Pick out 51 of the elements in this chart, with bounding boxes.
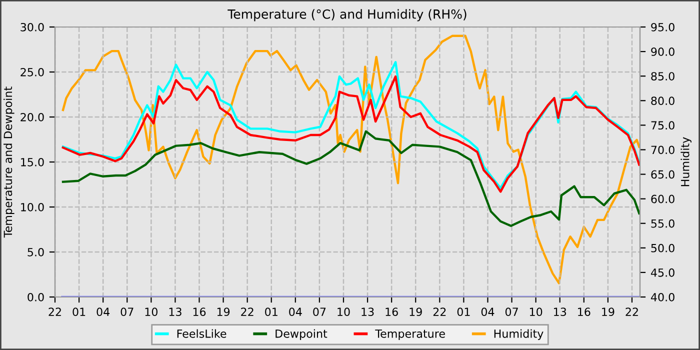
x-tick-label: 13 [169,308,182,316]
x-tick-label: 10 [338,308,350,316]
x-tick-label: 22 [48,308,61,316]
legend-label: Temperature [375,330,445,340]
y-tick-label: 30.0 [20,22,44,32]
y-tick-label: 25.0 [20,68,44,76]
y-axis-title: Temperature and Dewpoint [4,86,14,238]
y-tick-label: 15.0 [21,158,44,166]
x-tick-label: 22 [626,308,638,316]
x-tick-label: 22 [433,308,446,316]
y2-tick-label: 65.0 [651,170,674,179]
y2-axis-title: Humidity [680,137,692,186]
y-tick-label: 10.0 [21,202,44,212]
legend-label: Dewpoint [276,329,328,340]
x-tick-label: 16 [193,308,206,316]
x-tick-label: 04 [96,308,110,316]
y2-tick-label: 55.0 [651,219,674,228]
y2-tick-label: 40.0 [650,292,674,302]
y-tick-label: 20.0 [20,112,44,122]
y2-tick-label: 95.0 [651,22,674,32]
y-tick-label: 0.0 [28,292,44,302]
x-tick-label: 16 [578,308,590,316]
x-tick-label: 07 [120,308,134,316]
y2-tick-label: 50.0 [651,244,674,252]
x-tick-label: 04 [289,308,302,316]
y2-tick-label: 90.0 [651,48,674,56]
y2-tick-label: 80.0 [651,96,674,106]
x-tick-label: 13 [554,308,566,316]
x-tick-label: 16 [386,308,398,316]
y2-tick-label: 60.0 [651,194,674,204]
x-tick-label: 01 [72,308,86,316]
x-tick-label: 04 [481,308,494,316]
x-tick-label: 01 [457,308,470,316]
y2-tick-label: 85.0 [651,72,674,80]
x-tick-label: 10 [145,308,158,316]
chart-title: Temperature (°C) and Humidity (RH%) [228,9,466,22]
x-tick-label: 19 [410,308,422,316]
x-tick-label: 07 [505,308,518,316]
y2-tick-label: 70.0 [651,146,674,154]
legend-label: FeelsLike [177,329,226,338]
y2-tick-label: 45.0 [650,268,674,277]
legend-label: Humidity [494,329,544,340]
x-tick-label: 13 [362,308,374,316]
x-tick-label: 07 [313,308,326,316]
x-tick-label: 10 [530,308,542,316]
x-tick-label: 22 [241,308,254,316]
y2-tick-label: 75.0 [651,121,674,130]
y-tick-label: 5.0 [28,248,44,256]
x-tick-label: 19 [217,308,230,316]
x-tick-label: 19 [602,308,614,316]
x-tick-label: 01 [265,308,278,316]
